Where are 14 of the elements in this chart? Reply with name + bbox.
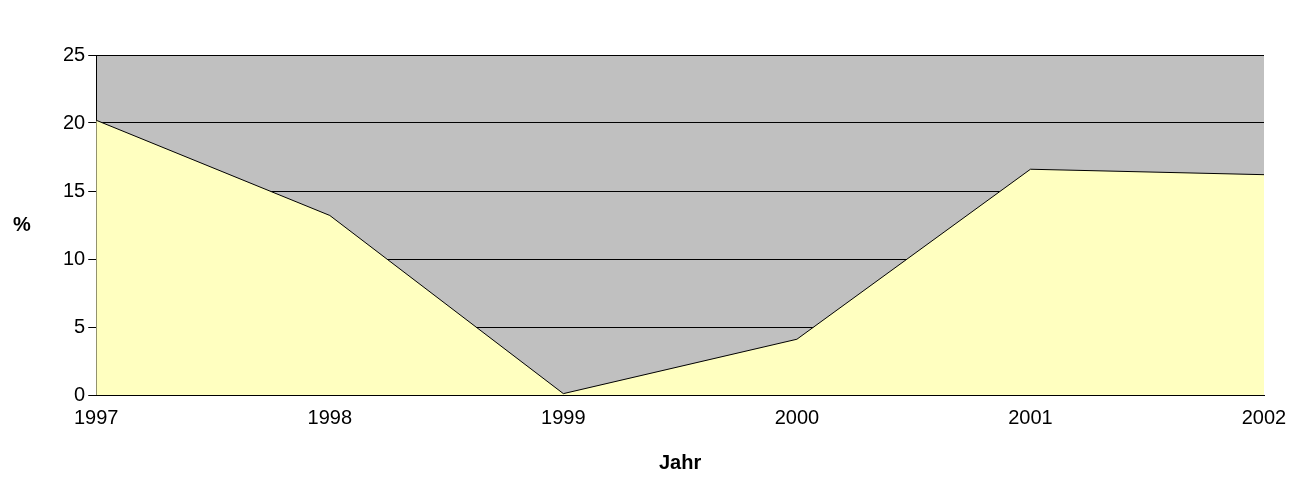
x-tick-label: 1999: [541, 405, 586, 428]
x-tick-label: 2001: [1008, 405, 1053, 428]
x-tick-label: 2000: [774, 405, 820, 428]
y-tick-label: 5: [74, 314, 86, 337]
x-tick-label: 1997: [74, 405, 119, 428]
y-tick-label: 10: [63, 246, 86, 269]
x-tick-label: 2002: [1241, 405, 1287, 428]
y-tick-label: 25: [63, 42, 86, 65]
y-tick-label: 15: [63, 178, 86, 201]
y-tick-label: 20: [63, 110, 86, 133]
y-tick-label: 0: [74, 382, 86, 405]
x-tick-label: 1998: [307, 405, 353, 428]
x-axis-title: Jahr: [659, 450, 702, 473]
y-axis-title: %: [13, 212, 32, 235]
